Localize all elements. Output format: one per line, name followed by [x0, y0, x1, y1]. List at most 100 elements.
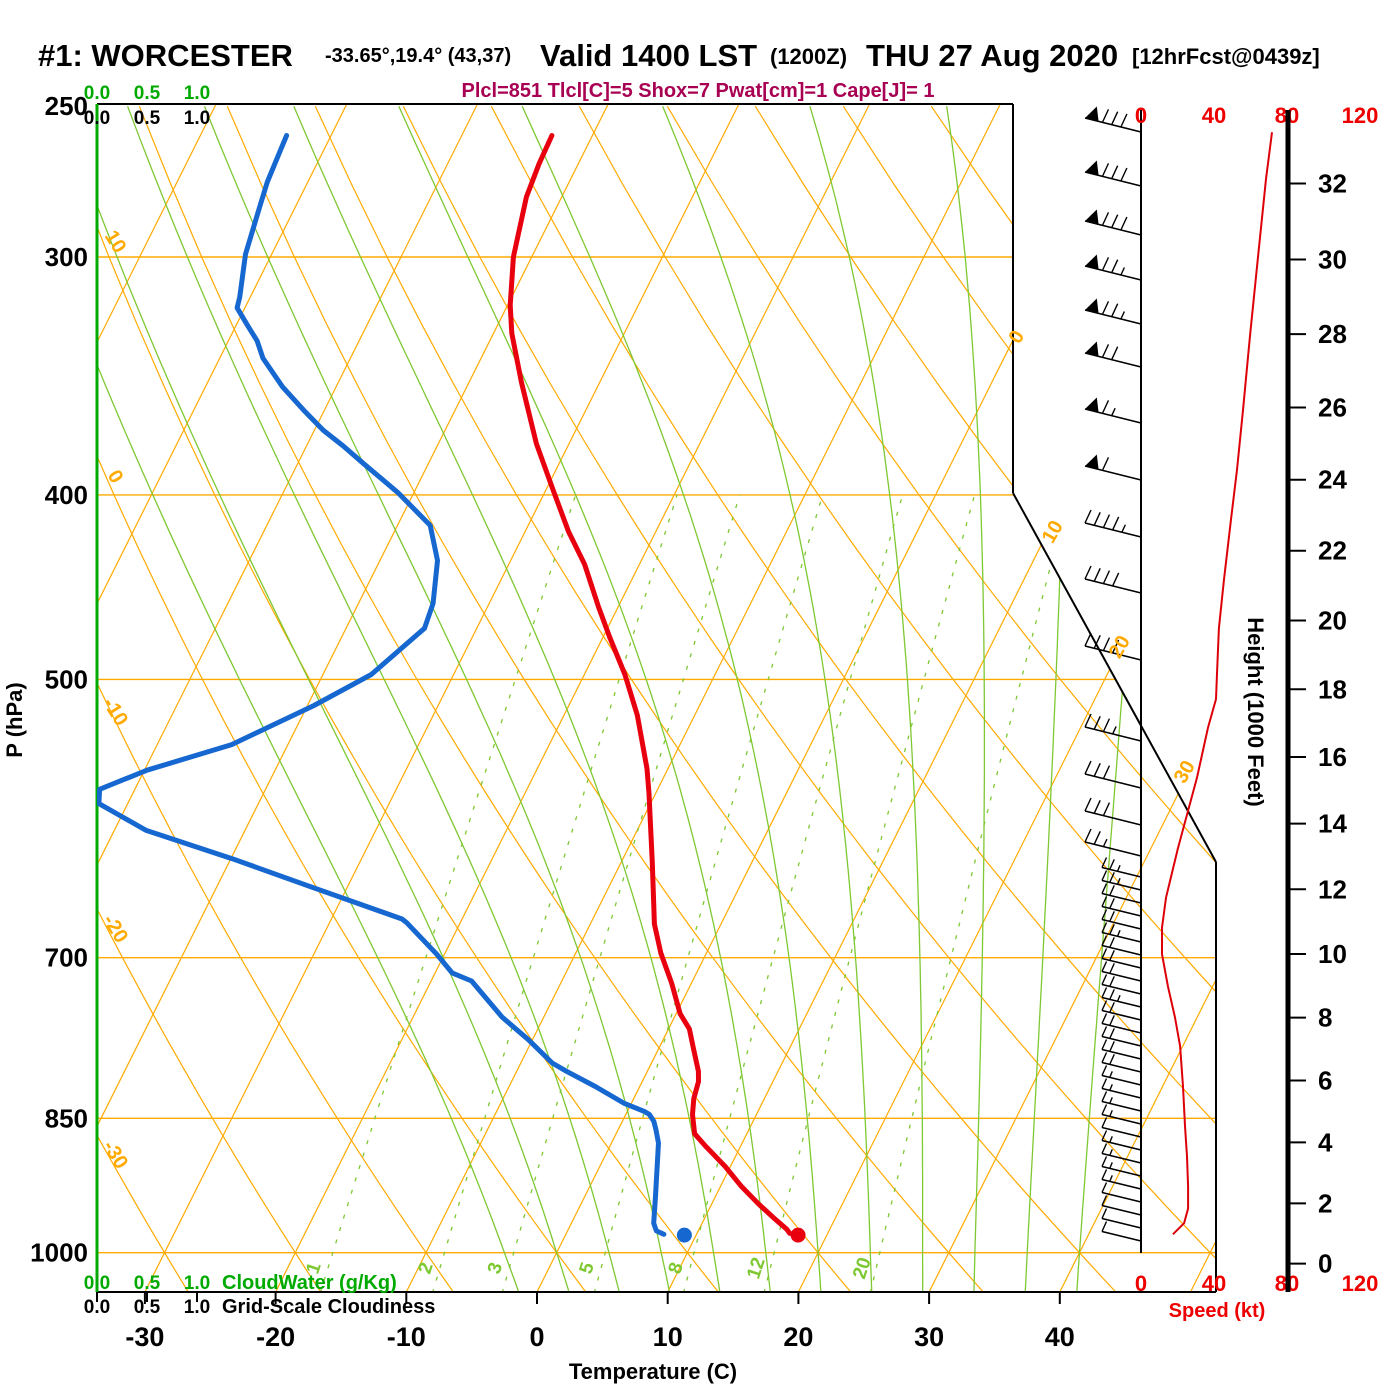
station-coords: -33.65°,19.4° (43,37) — [325, 45, 511, 67]
wind-barb — [1101, 1169, 1142, 1190]
wind-barb-pennant — [1085, 160, 1099, 176]
dry-adiabat-line — [666, 105, 1216, 1292]
wind-barb-feather — [1109, 924, 1115, 935]
wind-barb — [1084, 632, 1142, 661]
wind-barb-feather — [1101, 1026, 1108, 1037]
isotherm-line — [1059, 104, 1216, 1292]
valid-date: THU 27 Aug 2020 — [866, 38, 1118, 73]
height-tick-label: 12 — [1318, 874, 1347, 904]
temperature-tick-label: 20 — [783, 1322, 813, 1352]
isotherm-line — [536, 104, 1132, 1292]
mixing-ratio-label: 2 — [414, 1260, 437, 1277]
height-tick-label: 6 — [1318, 1065, 1332, 1095]
wind-barb — [1084, 106, 1142, 133]
wind-barb — [1084, 160, 1142, 187]
pressure-tick-label: 250 — [45, 91, 88, 121]
wind-barb-half-feather — [1109, 1097, 1113, 1104]
wind-barb-feather — [1093, 568, 1101, 582]
wind-barb-shaft — [1101, 918, 1142, 930]
wind-barb-shaft — [1101, 1087, 1142, 1099]
wind-barb-half-feather — [1120, 267, 1126, 276]
cloudwater-scale-top-value: 0.0 — [84, 83, 110, 104]
mixing-ratio-line — [593, 494, 824, 1292]
wind-speed-profile — [1161, 132, 1273, 1236]
isotherm-line — [144, 104, 740, 1292]
wind-barb — [1101, 1078, 1142, 1099]
wind-barb — [1101, 935, 1142, 956]
wind-barb — [1101, 922, 1142, 943]
wind-barb-shaft — [1101, 905, 1142, 917]
wind-barb — [1101, 1182, 1142, 1203]
wind-barb — [1101, 1117, 1142, 1138]
wind-barb-half-feather — [1109, 1136, 1113, 1143]
wind-barb — [1101, 1065, 1142, 1086]
mixing-ratio-label: 5 — [576, 1260, 599, 1277]
wind-barb-feather — [1109, 1041, 1115, 1052]
wind-barb-shaft — [1101, 1204, 1142, 1216]
pressure-tick-label: 500 — [45, 664, 88, 694]
dry-adiabat-line — [97, 106, 190, 1292]
height-tick-label: 20 — [1318, 606, 1347, 636]
wind-barb — [1084, 565, 1142, 594]
pressure-axis-title: P (hPa) — [2, 682, 27, 757]
pressure-tick-label: 1000 — [30, 1238, 88, 1268]
speed-tick-label-bottom: 0 — [1135, 1271, 1147, 1296]
dry-adiabat-label: 0 — [103, 466, 128, 487]
wind-barb — [1101, 909, 1142, 930]
wind-barb-feather — [1084, 797, 1092, 812]
wind-barb-half-feather — [1109, 1084, 1113, 1091]
moist-adiabat-line — [126, 105, 621, 1292]
wind-and-height-panel: 0040408080120120024681012141618202224262… — [1084, 103, 1379, 1296]
wind-barb-feather — [1101, 1182, 1108, 1193]
height-tick-label: 16 — [1318, 742, 1347, 772]
wind-barb — [1101, 1143, 1142, 1164]
wind-barb-half-feather — [1116, 994, 1121, 1002]
isotherm-line — [97, 104, 609, 1292]
mixing-ratio-line — [763, 494, 976, 1292]
wind-barb-feather — [1120, 216, 1128, 231]
wind-barb — [1101, 870, 1142, 891]
cloudiness-scale-top-value: 1.0 — [184, 108, 210, 129]
pressure-tick-label: 400 — [45, 480, 88, 510]
cloudwater-scale-top-value: 1.0 — [184, 83, 210, 104]
wind-barb — [1101, 1104, 1142, 1125]
cloudwater-scale-top-value: 0.5 — [134, 83, 161, 104]
wind-barb-shaft — [1101, 1009, 1142, 1021]
isotherm-line — [405, 104, 1001, 1292]
wind-barb-feather — [1101, 1013, 1108, 1024]
temperature-tick-label: 10 — [653, 1322, 683, 1352]
wind-barb-feather — [1102, 514, 1111, 528]
wind-barb-feather — [1102, 637, 1111, 651]
surface-dewpoint-dot — [676, 1227, 692, 1243]
cloudiness-scale-title: Grid-Scale Cloudiness — [222, 1296, 435, 1318]
speed-tick-label-top: 40 — [1202, 103, 1226, 128]
wind-barb-half-feather — [1116, 864, 1121, 872]
wind-barb — [1101, 948, 1142, 969]
cloudiness-scale-bottom-value: 0.5 — [134, 1297, 161, 1318]
wind-barb-shaft — [1101, 879, 1142, 891]
wind-barb-feather — [1084, 632, 1092, 647]
wind-barb — [1084, 797, 1142, 826]
wind-barb-feather — [1109, 885, 1115, 896]
isotherm-label: 10 — [1038, 517, 1068, 547]
wind-barb-feather — [1102, 802, 1111, 816]
temperature-tick-label: -30 — [125, 1322, 164, 1352]
wind-barb-feather — [1101, 883, 1108, 894]
dry-adiabat-line — [97, 105, 720, 1292]
isotherm-line — [928, 104, 1216, 1292]
temperature-tick-label: -10 — [387, 1322, 426, 1352]
height-tick-label: 4 — [1318, 1127, 1333, 1157]
wind-barb-shaft — [1101, 866, 1142, 878]
wind-barb-feather — [1101, 1195, 1108, 1206]
wind-barb-shaft — [1101, 1061, 1142, 1073]
height-tick-label: 0 — [1318, 1249, 1332, 1279]
wind-barb-feather — [1101, 1091, 1108, 1102]
speed-tick-label-top: 120 — [1342, 103, 1379, 128]
wind-barb-shaft — [1101, 1048, 1142, 1060]
wind-barb — [1101, 1195, 1142, 1216]
dry-adiabat-line — [490, 105, 1216, 1292]
wind-barb-feather — [1101, 109, 1110, 123]
wind-barb — [1101, 1091, 1142, 1112]
wind-barb-feather — [1111, 214, 1119, 228]
wind-barb-shaft — [1101, 970, 1142, 982]
